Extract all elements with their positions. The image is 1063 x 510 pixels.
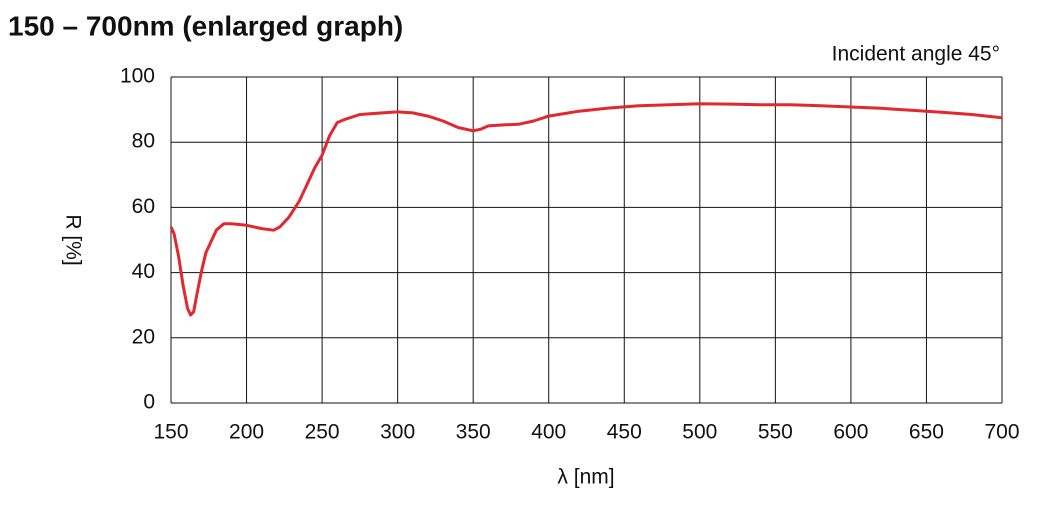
x-tick-label: 300 [380, 421, 415, 444]
x-tick-label: 450 [607, 421, 642, 444]
x-tick-label: 150 [153, 421, 188, 444]
y-tick-label: 80 [132, 130, 155, 153]
x-axis-label: λ [nm] [557, 466, 614, 489]
x-tick-label: 250 [305, 421, 340, 444]
x-tick-label: 350 [456, 421, 491, 444]
x-tick-label: 700 [984, 421, 1019, 444]
x-tick-label: 550 [758, 421, 793, 444]
x-tick-label: 600 [833, 421, 868, 444]
data-line [169, 102, 1003, 317]
y-axis-label: R [%] [61, 214, 84, 265]
x-tick-label: 650 [909, 421, 944, 444]
y-tick-label: 60 [132, 195, 155, 218]
y-tick-label: 0 [143, 391, 155, 414]
y-tick-label: 20 [132, 325, 155, 348]
y-tick-label: 40 [132, 260, 155, 283]
x-tick-label: 500 [682, 421, 717, 444]
annotation: Incident angle 45° [832, 43, 1000, 66]
x-tick-label: 200 [229, 421, 264, 444]
x-tick-label: 400 [531, 421, 566, 444]
chart-title: 150 – 700nm (enlarged graph) [8, 10, 403, 41]
y-tick-label: 100 [120, 65, 155, 88]
